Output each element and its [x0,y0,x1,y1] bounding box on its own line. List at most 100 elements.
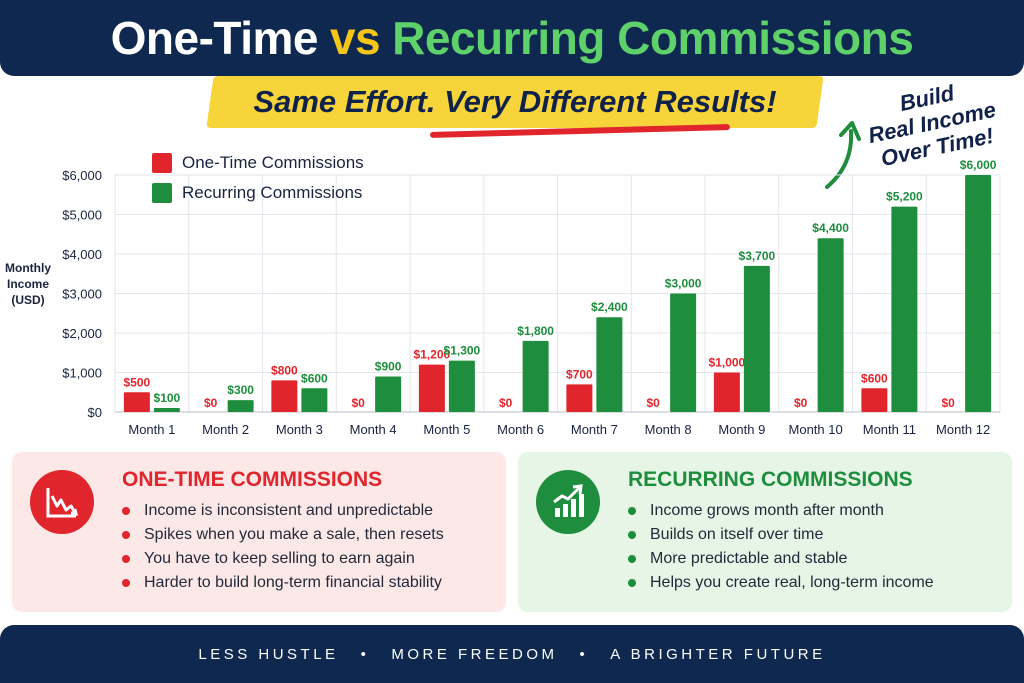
y-tick-label: $4,000 [62,247,102,262]
data-label-recurring: $3,000 [665,277,702,291]
data-label-recurring: $1,800 [517,324,554,338]
x-tick-label: Month 1 [128,422,175,437]
y-axis-label-line-2: Income [6,277,49,291]
list-item: Helps you create real, long-term income [628,571,934,595]
bar-recurring [522,340,549,412]
legend-swatch-green [152,183,172,203]
bar-one-time [713,372,740,412]
footer-separator: • [579,645,589,663]
y-tick-label: $3,000 [62,287,102,302]
bar-recurring [227,400,254,412]
x-tick-label: Month 6 [497,422,544,437]
one-time-list: Income is inconsistent and unpredictable… [122,499,444,595]
data-label-one-time: $0 [204,396,218,410]
data-label-one-time: $0 [794,396,808,410]
data-label-recurring: $2,400 [591,300,628,314]
x-tick-label: Month 8 [645,422,692,437]
y-tick-label: $2,000 [62,326,102,341]
bullet-icon [122,507,130,515]
data-label-recurring: $300 [227,383,254,397]
bar-recurring [891,206,918,412]
data-label-one-time: $700 [566,367,593,381]
list-item-text: Helps you create real, long-term income [650,574,934,591]
data-label-recurring: $100 [154,391,181,405]
footer-item-2: MORE FREEDOM [391,645,558,663]
x-tick-label: Month 12 [936,422,990,437]
list-item-text: More predictable and stable [650,550,848,567]
x-tick-label: Month 3 [276,422,323,437]
legend-label-recurring: Recurring Commissions [182,183,363,202]
bar-recurring [817,238,844,412]
list-item: Income is inconsistent and unpredictable [122,499,444,523]
legend-item-recurring: Recurring Commissions [152,178,364,208]
bar-recurring [670,293,697,412]
footer-bar: LESS HUSTLE • MORE FREEDOM • A BRIGHTER … [0,625,1024,683]
x-tick-label: Month 9 [718,422,765,437]
list-item: Spikes when you make a sale, then resets [122,523,444,547]
recurring-panel-title: RECURRING COMMISSIONS [628,468,913,491]
bar-chart: $0 $1,000 $2,000 $3,000 $4,000 $5,000 $6,000 $5… [62,158,1001,437]
recurring-list: Income grows month after month Builds on… [628,499,934,595]
list-item: Builds on itself over time [628,523,934,547]
data-label-one-time: $800 [271,363,298,377]
bar-one-time [566,384,593,412]
data-label-recurring: $600 [301,371,328,385]
data-label-one-time: $0 [941,396,955,410]
bullet-icon [628,531,636,539]
title-recurring: Recurring Commissions [392,12,914,64]
y-tick-label: $6,000 [62,168,102,183]
title-vs: vs [329,12,381,64]
footer-item-3: A BRIGHTER FUTURE [610,645,826,663]
y-axis-label-line-1: Monthly [5,261,51,275]
bullet-icon [628,555,636,563]
downtrend-chart-icon [30,470,94,534]
bar-recurring [965,175,992,412]
data-label-one-time: $600 [861,371,888,385]
y-tick-label: $5,000 [62,208,102,223]
bar-one-time [861,388,888,412]
bar-one-time [123,392,150,412]
list-item-text: Income is inconsistent and unpredictable [144,502,434,519]
bullet-icon [628,579,636,587]
list-item-text: Builds on itself over time [650,526,824,543]
bullet-icon [122,555,130,563]
data-label-one-time: $1,200 [414,348,451,362]
bullet-icon [122,579,130,587]
subtitle: Same Effort. Very Different Results! [253,84,777,119]
chart-legend: One-Time Commissions Recurring Commissio… [152,148,364,208]
data-label-one-time: $0 [499,396,513,410]
y-tick-label: $1,000 [62,366,102,381]
list-item-text: Harder to build long-term financial stab… [144,574,442,591]
one-time-panel-title: ONE-TIME COMMISSIONS [122,468,383,491]
x-tick-label: Month 11 [863,422,916,437]
data-label-recurring: $900 [375,359,402,373]
data-label-one-time: $0 [351,396,365,410]
title-one-time: One-Time [110,12,319,64]
x-tick-label: Month 2 [202,422,249,437]
data-label-one-time: $0 [646,396,660,410]
footer-item-1: LESS HUSTLE [198,645,339,663]
growth-chart-icon [536,470,600,534]
list-item: You have to keep selling to earn again [122,547,444,571]
page-header: One-Time vs Recurring Commissions [0,0,1024,76]
recurring-panel: RECURRING COMMISSIONS Income grows month… [518,452,1012,612]
bar-recurring [375,376,402,412]
bar-recurring [301,388,328,412]
bar-recurring [153,408,180,412]
list-item: More predictable and stable [628,547,934,571]
legend-swatch-red [152,153,172,173]
list-item-text: You have to keep selling to earn again [144,550,415,567]
y-axis-label: Monthly Income (USD) [0,260,56,308]
bullet-icon [122,531,130,539]
x-tick-label: Month 4 [350,422,397,437]
footer-separator: • [360,645,370,663]
y-tick-label: $0 [88,405,102,420]
bullet-icon [628,507,636,515]
bar-one-time [271,380,298,412]
x-tick-label: Month 5 [423,422,470,437]
list-item-text: Income grows month after month [650,502,884,519]
legend-label-one-time: One-Time Commissions [182,153,364,172]
bar-recurring [448,360,475,412]
x-tick-label: Month 10 [789,422,843,437]
bar-one-time [418,364,445,412]
